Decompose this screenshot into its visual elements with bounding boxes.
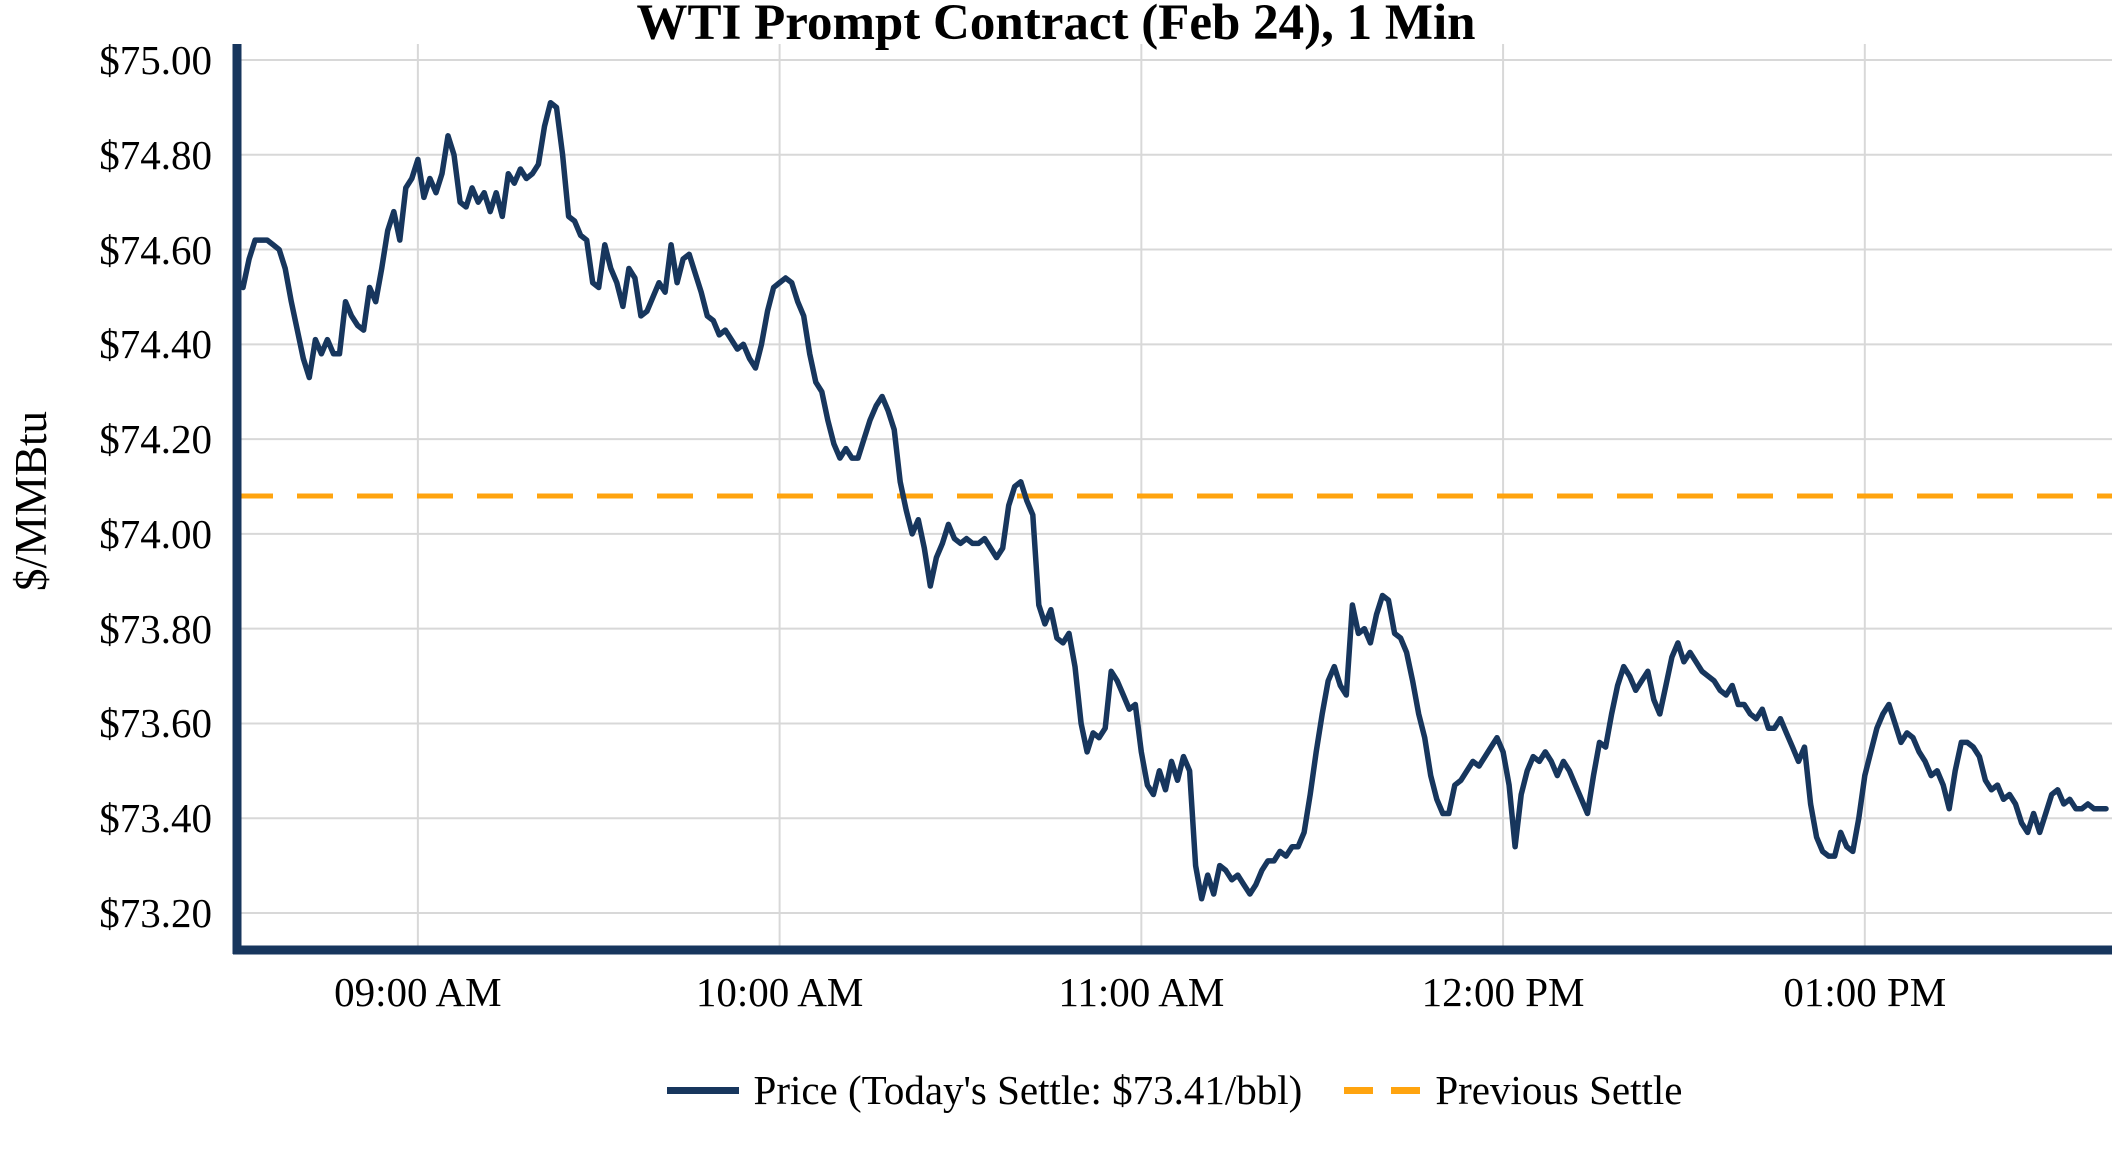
- legend-item-previous-settle: Previous Settle: [1344, 1066, 1682, 1114]
- y-tick-label: $74.40: [99, 321, 212, 368]
- x-tick-label: 09:00 AM: [334, 969, 502, 1015]
- y-tick-label: $73.40: [99, 795, 212, 842]
- chart-title: WTI Prompt Contract (Feb 24), 1 Min: [636, 0, 1476, 51]
- y-tick-label: $74.60: [99, 226, 212, 273]
- x-tick-label: 01:00 PM: [1783, 969, 1947, 1015]
- previous-settle-dash-swatch: [1344, 1086, 1421, 1094]
- legend-previous-settle-label: Previous Settle: [1435, 1067, 1683, 1113]
- y-tick-label: $74.00: [99, 510, 212, 557]
- y-tick-label: $73.60: [99, 700, 212, 747]
- legend-item-price: Price (Today's Settle: $73.41/bbl): [666, 1066, 1303, 1114]
- legend-price-label: Price (Today's Settle: $73.41/bbl): [753, 1067, 1303, 1113]
- y-tick-label: $73.20: [99, 890, 212, 936]
- price-line-swatch: [666, 1086, 739, 1094]
- y-tick-label: $74.80: [99, 131, 212, 178]
- y-tick-label: $74.20: [99, 416, 212, 463]
- legend: Price (Today's Settle: $73.41/bbl) Previ…: [237, 1066, 2112, 1114]
- y-tick-label: $75.00: [99, 37, 212, 83]
- y-tick-label: $73.80: [99, 605, 212, 652]
- x-tick-label: 11:00 AM: [1058, 969, 1225, 1015]
- x-tick-label: 12:00 PM: [1421, 969, 1585, 1015]
- price-series-line: [234, 99, 2109, 902]
- x-tick-label: 10:00 AM: [695, 969, 864, 1015]
